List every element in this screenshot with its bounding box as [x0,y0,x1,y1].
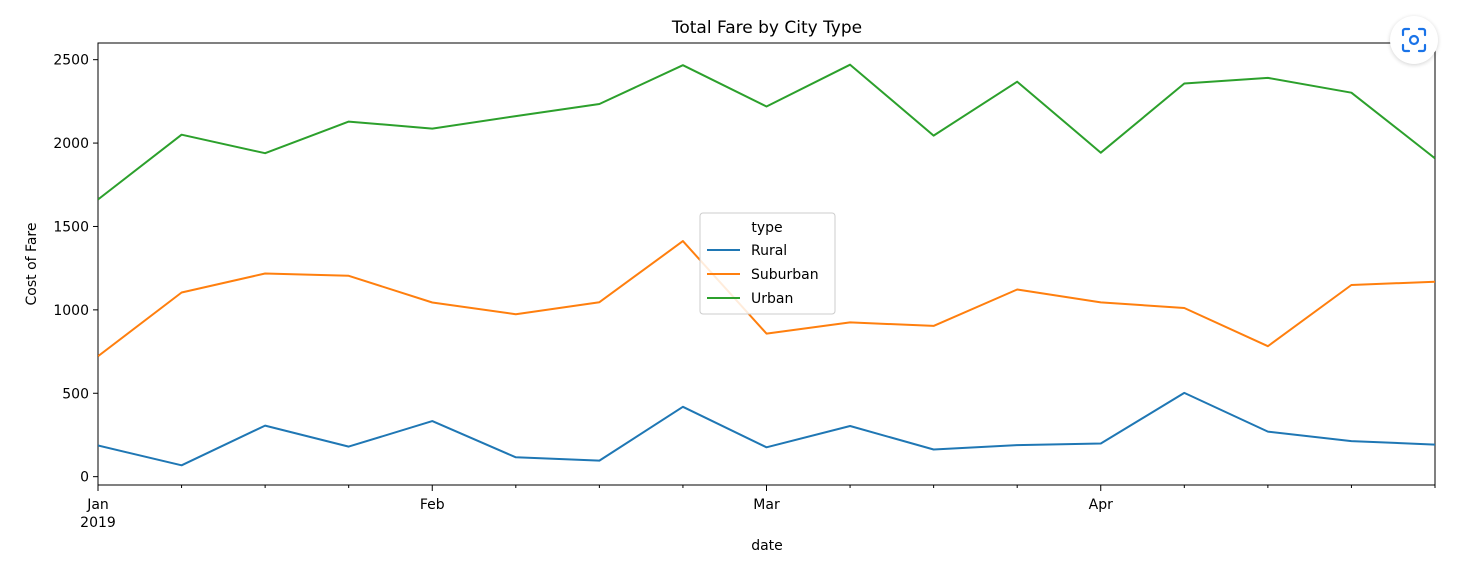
series-line-urban [98,63,1435,201]
y-tick-label: 1000 [53,303,89,319]
x-tick-label: Apr [1089,497,1113,513]
chart-title: Total Fare by City Type [671,18,862,38]
y-tick-label: 1500 [53,219,89,235]
legend: type Rural Suburban Urban [699,212,836,315]
focus-scan-icon [1401,27,1427,53]
legend-box [699,212,836,315]
x-tick-label: Jan [86,497,109,513]
x-tick-label: Mar [753,497,780,513]
y-tick-label: 2000 [53,136,89,152]
series-line-suburban [98,240,1435,357]
legend-label-urban: Urban [751,291,793,307]
x-tick-label: Feb [420,497,445,513]
y-tick-label: 2500 [53,53,89,69]
legend-label-suburban: Suburban [751,267,819,283]
series-line-rural [98,391,1435,467]
y-tick-label: 0 [80,470,89,486]
plot-area: 0 500 1000 1500 2000 2500 Jan 2019 Feb Mar Apr [53,42,1436,531]
y-tick-label: 500 [62,386,89,402]
legend-title: type [751,220,782,236]
x-tick-sublabel: 2019 [80,515,116,531]
y-axis-label: Cost of Fare [24,223,40,306]
legend-label-rural: Rural [751,243,787,259]
x-axis-label: date [751,538,783,554]
zoom-button[interactable] [1390,16,1438,64]
